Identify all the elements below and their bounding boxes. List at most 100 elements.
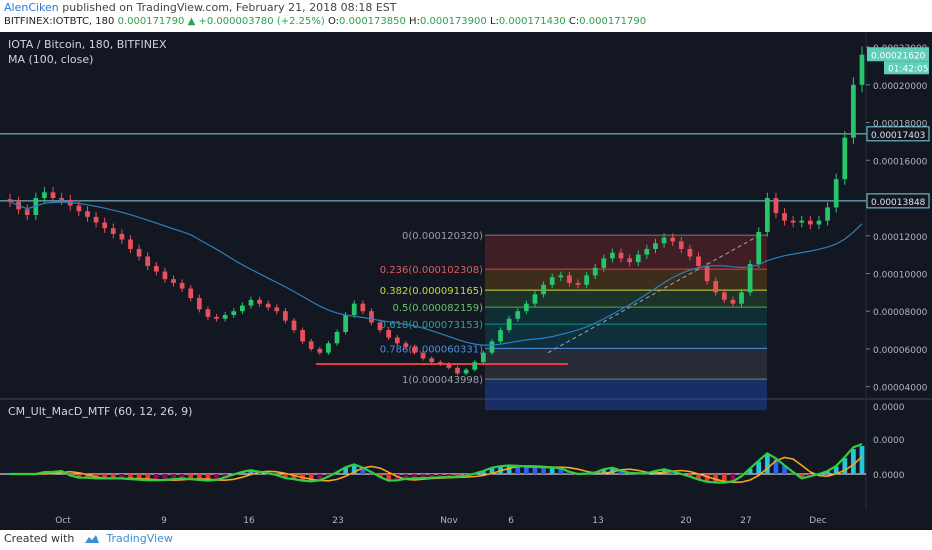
macd-histogram-bar [515, 466, 521, 474]
candle-body [696, 256, 701, 266]
macd-histogram-bar [429, 474, 435, 478]
macd-histogram-bar [351, 465, 357, 474]
macd-histogram-bar [153, 474, 159, 480]
created-with: Created with TradingView [4, 532, 173, 545]
x-tick-label: 6 [508, 516, 514, 526]
candle-body [799, 220, 805, 223]
candle-body [721, 292, 727, 300]
macd-line [10, 442, 863, 484]
macd-histogram-bar [704, 474, 710, 482]
candle-body [549, 277, 555, 285]
macd-histogram-bar [799, 474, 805, 479]
change-value: +0.000003780 (+2.25%) [198, 16, 325, 27]
candle-body [833, 179, 839, 208]
trend-line [547, 233, 763, 354]
macd-histogram-bar [825, 471, 830, 474]
x-tick-label: Oct [55, 516, 71, 526]
candle-body [42, 192, 47, 199]
tradingview-link[interactable]: TradingView [106, 532, 173, 545]
candle-body [825, 207, 830, 221]
publish-line: AlenCiken published on TradingView.com, … [4, 1, 396, 14]
candle-body [403, 343, 409, 348]
fib-level-label: 0.618(0.000073153) [380, 320, 483, 331]
candle-body [756, 231, 762, 265]
candle-body [102, 222, 108, 229]
candle-body [592, 267, 598, 276]
macd-histogram-bar [102, 474, 108, 479]
fib-zone-extension [485, 379, 767, 410]
macd-histogram-bar [782, 466, 787, 474]
macd-histogram-bar [308, 474, 314, 481]
macd-histogram-bar [446, 474, 452, 477]
macd-y-label: 0.0000 [873, 436, 905, 446]
candle-body [50, 192, 56, 199]
fib-zone [485, 290, 767, 308]
price-tag [867, 47, 929, 62]
y-tick-label: 0.00020000 [873, 82, 928, 92]
candle-body [584, 275, 589, 285]
candle-body [653, 243, 658, 249]
candle-body [678, 241, 684, 249]
macd-histogram-bar [437, 474, 443, 478]
price-chart[interactable]: 0(0.000120320) 0.236(0.000102308) 0.382(0.… [0, 32, 932, 532]
macd-y-label: 0.0000 [873, 471, 905, 481]
candle-body [420, 352, 426, 359]
macd-histogram-bar [549, 467, 555, 474]
macd-histogram-bar [257, 471, 262, 474]
candle-body [713, 281, 719, 293]
candle-body [377, 322, 383, 331]
macd-histogram-bar [412, 474, 417, 479]
macd-histogram-bar [523, 467, 529, 474]
candle-body [171, 279, 176, 283]
candle-body [601, 258, 607, 268]
candle-body [610, 252, 615, 259]
candle-body [153, 265, 159, 272]
candle-body [59, 198, 65, 200]
price-tag [866, 126, 930, 142]
macd-histogram-bar [764, 454, 770, 474]
close-label: C: [568, 16, 580, 27]
candle-body [472, 362, 478, 370]
candle-body [489, 341, 495, 353]
macd-histogram-bar [162, 474, 168, 480]
published-text: published on TradingView.com, February 2… [62, 1, 397, 14]
candle-body [119, 233, 125, 240]
candle-body [222, 314, 228, 319]
y-tick-label: 0.00010000 [873, 270, 928, 280]
fib-level-label: 0.236(0.000102308) [380, 265, 483, 276]
fib-zone [485, 324, 767, 349]
candle-body [816, 220, 822, 225]
candle-body [644, 248, 650, 255]
candle-body [558, 275, 564, 278]
fib-zone [485, 269, 767, 291]
candle-body [257, 299, 262, 304]
candle-body [635, 254, 641, 263]
macd-histogram-bar [128, 474, 133, 479]
candle-body [618, 252, 624, 259]
macd-histogram-bar [696, 474, 701, 480]
candle-body [231, 311, 237, 315]
author-link[interactable]: AlenCiken [4, 1, 59, 14]
candle-body [446, 364, 452, 368]
candle-body [145, 256, 151, 266]
candle-body [128, 239, 133, 249]
macd-histogram-bar [618, 470, 624, 474]
macd-histogram-bar [145, 474, 151, 480]
candle-body [248, 299, 254, 306]
y-tick-label: 0.00012000 [873, 233, 928, 243]
macd-histogram-bar [807, 474, 813, 477]
x-tick-label: Nov [440, 516, 458, 526]
macd-histogram-bar [773, 459, 779, 474]
macd-histogram-bar [248, 470, 254, 474]
candle-body [859, 54, 865, 85]
candle-body [437, 362, 443, 365]
ma-indicator-label: MA (100, close) [8, 53, 93, 66]
candle-body [300, 330, 305, 342]
candle-body [455, 367, 460, 374]
candle-body [110, 228, 116, 234]
macd-histogram-bar [687, 474, 693, 477]
macd-histogram-bar [730, 474, 736, 481]
open-label: O: [327, 16, 340, 27]
candle-body [782, 213, 787, 221]
candle-body [842, 137, 848, 180]
